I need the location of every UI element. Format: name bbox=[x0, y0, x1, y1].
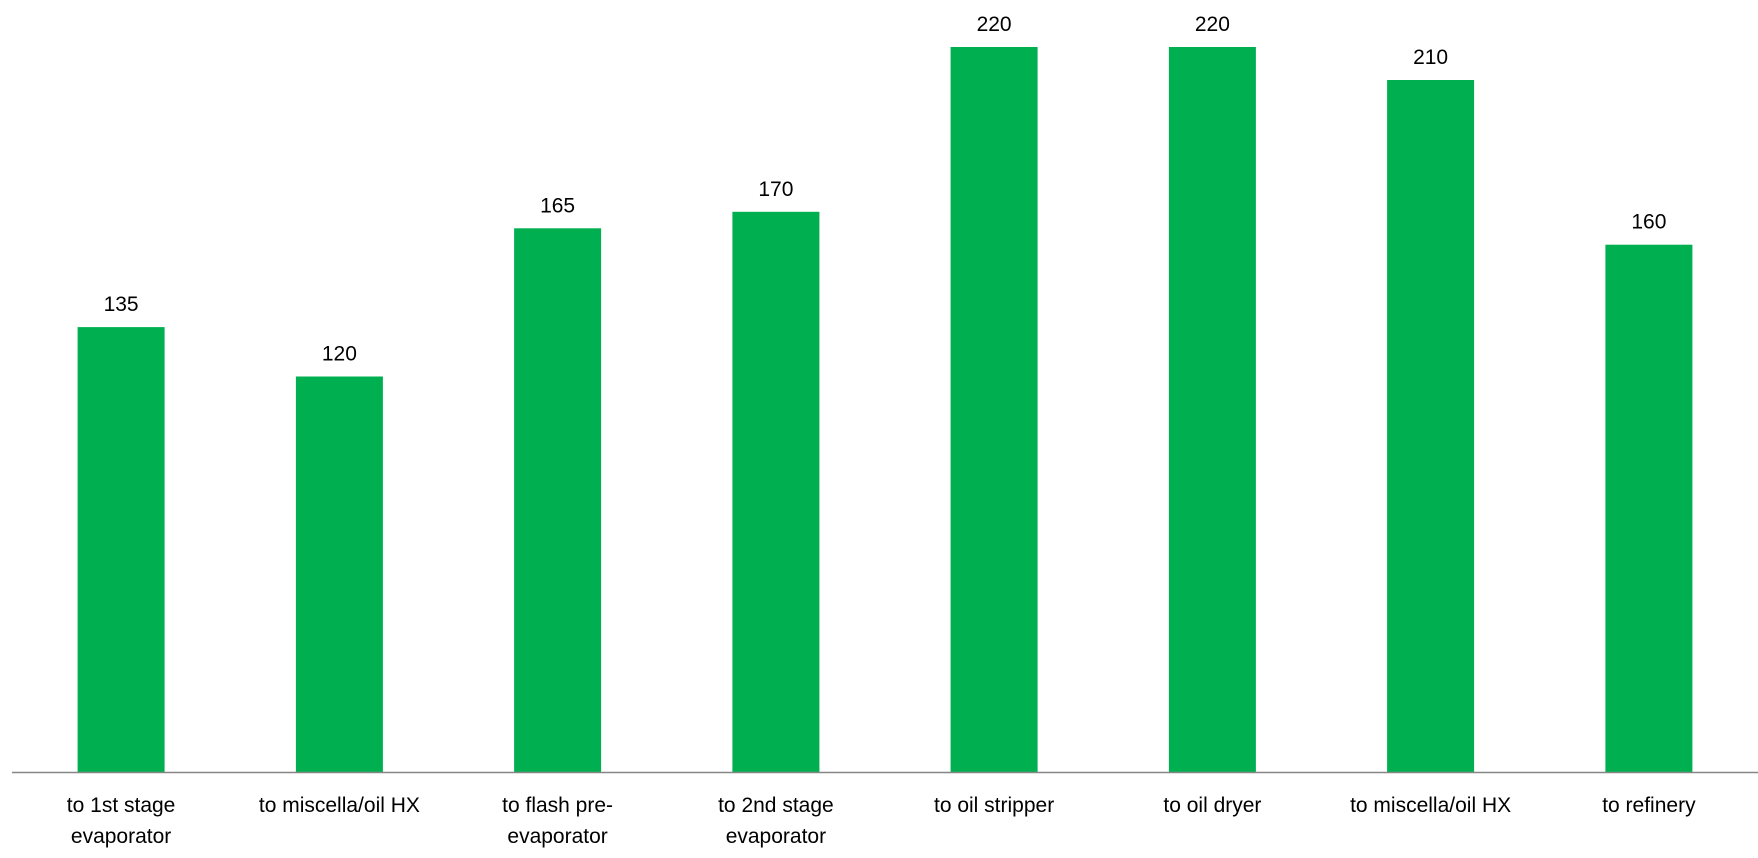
bar-6 bbox=[1168, 47, 1256, 772]
category-label-2: to miscella/oil HX bbox=[259, 794, 420, 817]
value-labels-group: 135 120 165 170 220 220 210 160 bbox=[104, 13, 1667, 366]
value-label-6: 220 bbox=[1195, 13, 1230, 36]
category-label-line: evaporator bbox=[507, 825, 607, 848]
bar-3 bbox=[514, 228, 602, 773]
bar-8 bbox=[1605, 244, 1693, 772]
category-label-line: to oil dryer bbox=[1163, 794, 1261, 817]
category-label-6: to oil dryer bbox=[1163, 794, 1261, 817]
category-label-7: to miscella/oil HX bbox=[1350, 794, 1511, 817]
category-label-line: to miscella/oil HX bbox=[259, 794, 420, 817]
category-labels-group: to 1st stage evaporator to miscella/oil HX… bbox=[67, 794, 1696, 848]
category-label-1: to 1st stage evaporator bbox=[67, 794, 176, 848]
category-label-line: evaporator bbox=[726, 825, 826, 848]
category-label-line: to refinery bbox=[1602, 794, 1696, 817]
value-label-3: 165 bbox=[540, 194, 575, 217]
value-label-1: 135 bbox=[104, 293, 139, 316]
category-label-4: to 2nd stage evaporator bbox=[718, 794, 834, 848]
value-label-8: 160 bbox=[1631, 211, 1666, 234]
value-label-5: 220 bbox=[977, 13, 1012, 36]
bar-2 bbox=[295, 376, 383, 772]
value-label-2: 120 bbox=[322, 343, 357, 366]
category-label-8: to refinery bbox=[1602, 794, 1696, 817]
category-label-5: to oil stripper bbox=[934, 794, 1054, 817]
category-label-3: to flash pre-evaporator bbox=[502, 794, 613, 848]
category-label-line: to 1st stage bbox=[67, 794, 176, 817]
bar-4 bbox=[732, 211, 820, 773]
bar-7 bbox=[1387, 80, 1475, 772]
bar-5 bbox=[950, 47, 1038, 772]
category-label-line: to miscella/oil HX bbox=[1350, 794, 1511, 817]
value-label-4: 170 bbox=[758, 178, 793, 201]
category-label-line: to flash pre- bbox=[502, 794, 613, 817]
bar-1 bbox=[77, 327, 165, 772]
category-label-line: evaporator bbox=[71, 825, 171, 848]
category-label-line: to 2nd stage bbox=[718, 794, 834, 817]
bars-group bbox=[77, 47, 1693, 773]
category-label-line: to oil stripper bbox=[934, 794, 1054, 817]
value-label-7: 210 bbox=[1413, 46, 1448, 69]
